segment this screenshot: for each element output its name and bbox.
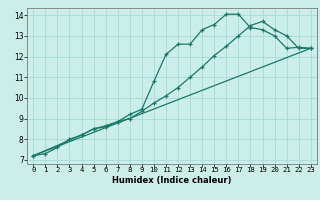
X-axis label: Humidex (Indice chaleur): Humidex (Indice chaleur) [112, 176, 232, 185]
